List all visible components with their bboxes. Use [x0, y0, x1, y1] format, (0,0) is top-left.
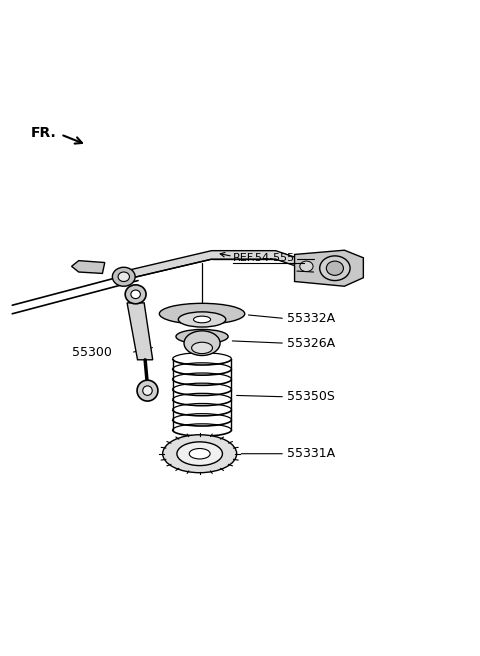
Polygon shape: [127, 303, 153, 359]
Polygon shape: [117, 251, 313, 281]
Ellipse shape: [118, 272, 130, 281]
Ellipse shape: [112, 267, 135, 286]
Polygon shape: [295, 250, 363, 286]
Ellipse shape: [159, 303, 245, 324]
Ellipse shape: [137, 380, 158, 401]
Text: 55350S: 55350S: [288, 390, 336, 403]
Ellipse shape: [193, 316, 211, 323]
Text: FR.: FR.: [31, 127, 57, 140]
Text: 55332A: 55332A: [288, 312, 336, 325]
Text: REF.54-555: REF.54-555: [233, 253, 295, 263]
Ellipse shape: [300, 261, 313, 272]
Ellipse shape: [131, 290, 140, 298]
Ellipse shape: [320, 256, 350, 281]
Ellipse shape: [125, 285, 146, 304]
Ellipse shape: [179, 312, 226, 327]
Ellipse shape: [192, 342, 213, 354]
Ellipse shape: [143, 386, 152, 396]
Ellipse shape: [163, 435, 237, 473]
Ellipse shape: [176, 329, 228, 344]
Text: 55331A: 55331A: [288, 447, 336, 461]
Polygon shape: [72, 260, 105, 274]
Ellipse shape: [177, 442, 222, 466]
Text: 55326A: 55326A: [288, 337, 336, 350]
Ellipse shape: [189, 449, 210, 459]
Ellipse shape: [184, 331, 220, 356]
Ellipse shape: [326, 261, 343, 276]
Text: 55300: 55300: [72, 346, 111, 359]
